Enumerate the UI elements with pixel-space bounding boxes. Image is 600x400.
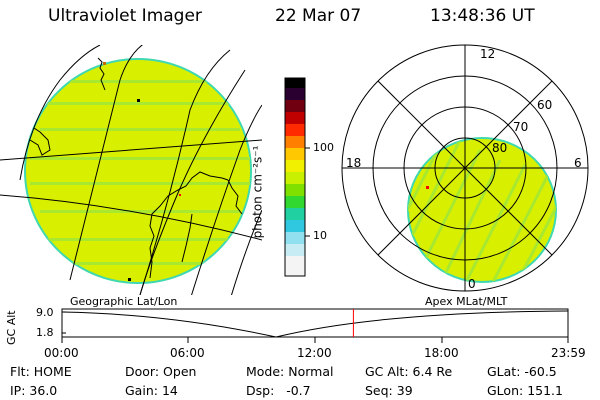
time-label: 13:48:36 UT [430, 6, 535, 26]
timeline-y-tick-bottom: 1.8 [36, 326, 54, 339]
lat-lon-grid [0, 45, 262, 295]
timeline-x-tick: 18:00 [424, 346, 459, 360]
status-door: Door: Open [125, 364, 197, 379]
mlt-label-6: 6 [574, 156, 582, 170]
status-gain: Gain: 14 [125, 383, 178, 398]
status-dsp: Dsp: -0.7 [246, 383, 311, 398]
image-streaks-right [408, 139, 556, 282]
altitude-curve [61, 310, 569, 338]
colorbar-unit-label: photon cm⁻²s⁻¹ [250, 145, 265, 239]
status-ip: IP: 36.0 [10, 383, 58, 398]
polar-plot [341, 44, 589, 292]
mlt-label-12: 12 [480, 47, 496, 61]
timeline-x-tick: 12:00 [297, 346, 332, 360]
timeline-x-tick: 06:00 [170, 346, 205, 360]
status-seq: Seq: 39 [365, 383, 413, 398]
mlt-label-18: 18 [346, 156, 362, 170]
instrument-title: Ultraviolet Imager [48, 6, 202, 26]
mlat-label-70: 70 [513, 120, 529, 134]
mlat-label-80: 80 [492, 141, 508, 155]
colorbar [284, 77, 310, 277]
status-flt: Flt: HOME [10, 364, 72, 379]
mlat-label-60: 60 [537, 98, 553, 112]
aurora-image-right [407, 137, 557, 283]
timeline-x-tick: 00:00 [44, 346, 79, 360]
mlt-label-0: 0 [468, 277, 476, 291]
status-glon: GLon: 151.1 [487, 383, 563, 398]
image-streaks-left [30, 80, 250, 265]
geographic-map [0, 45, 262, 295]
date-label: 22 Mar 07 [275, 6, 362, 26]
altitude-timeline [61, 308, 569, 343]
aurora-image-left [24, 58, 252, 284]
colorbar-tick-10: 10 [313, 229, 327, 242]
timeline-y-label: GC Alt [5, 310, 18, 345]
colorbar-tick-100: 100 [313, 141, 334, 154]
status-glat: GLat: -60.5 [487, 364, 557, 379]
right-panel-caption: Apex MLat/MLT [425, 295, 508, 308]
timeline-y-tick-top: 9.0 [36, 306, 54, 319]
status-mode: Mode: Normal [246, 364, 334, 379]
left-panel-caption: Geographic Lat/Lon [70, 295, 178, 308]
coastline [97, 57, 106, 91]
status-gc-alt: GC Alt: 6.4 Re [365, 364, 453, 379]
timeline-x-tick: 23:59 [551, 346, 586, 360]
